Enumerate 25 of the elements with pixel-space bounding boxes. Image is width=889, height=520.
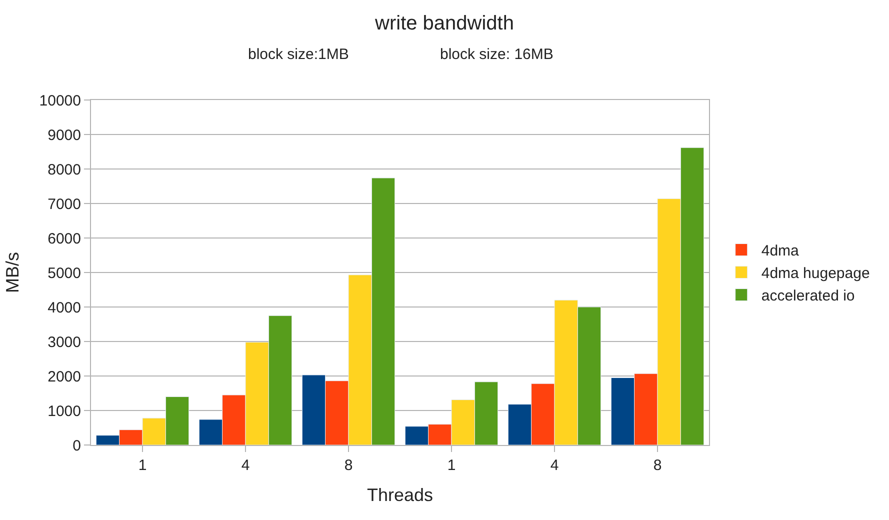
text: block size:1MB xyxy=(248,46,349,63)
y-tick-label: 5000 xyxy=(48,264,81,282)
x-tick-label: 1 xyxy=(447,457,456,474)
y-tick-label: 8000 xyxy=(48,161,81,178)
x-tick-label: 1 xyxy=(138,457,147,474)
legend-label: 4dma hugepage xyxy=(761,265,870,282)
chart-title: write bandwidth xyxy=(374,12,514,35)
x-tick-label: 4 xyxy=(550,457,559,474)
y-tick-label: 4000 xyxy=(48,299,81,316)
y-tick-label: 0 xyxy=(72,437,81,454)
y-tick-label: 6000 xyxy=(48,230,81,248)
y-tick-label: 2000 xyxy=(48,368,81,386)
y-axis-title: MB/s xyxy=(2,252,22,294)
x-tick-label: 8 xyxy=(653,457,662,474)
y-tick-label: 1000 xyxy=(48,402,81,420)
x-tick-label: 8 xyxy=(344,457,353,474)
y-tick-label: 3000 xyxy=(48,334,81,351)
y-tick-label: 9000 xyxy=(48,126,81,144)
y-tick-label: 7000 xyxy=(48,196,81,213)
y-tick-label: 10000 xyxy=(39,92,81,110)
text: block size: 16MB xyxy=(440,46,554,63)
x-tick-label: 4 xyxy=(241,457,250,474)
legend-label: 4dma xyxy=(761,242,800,260)
x-axis-title: Threads xyxy=(366,485,434,506)
legend-label: accelerated io xyxy=(761,288,855,305)
